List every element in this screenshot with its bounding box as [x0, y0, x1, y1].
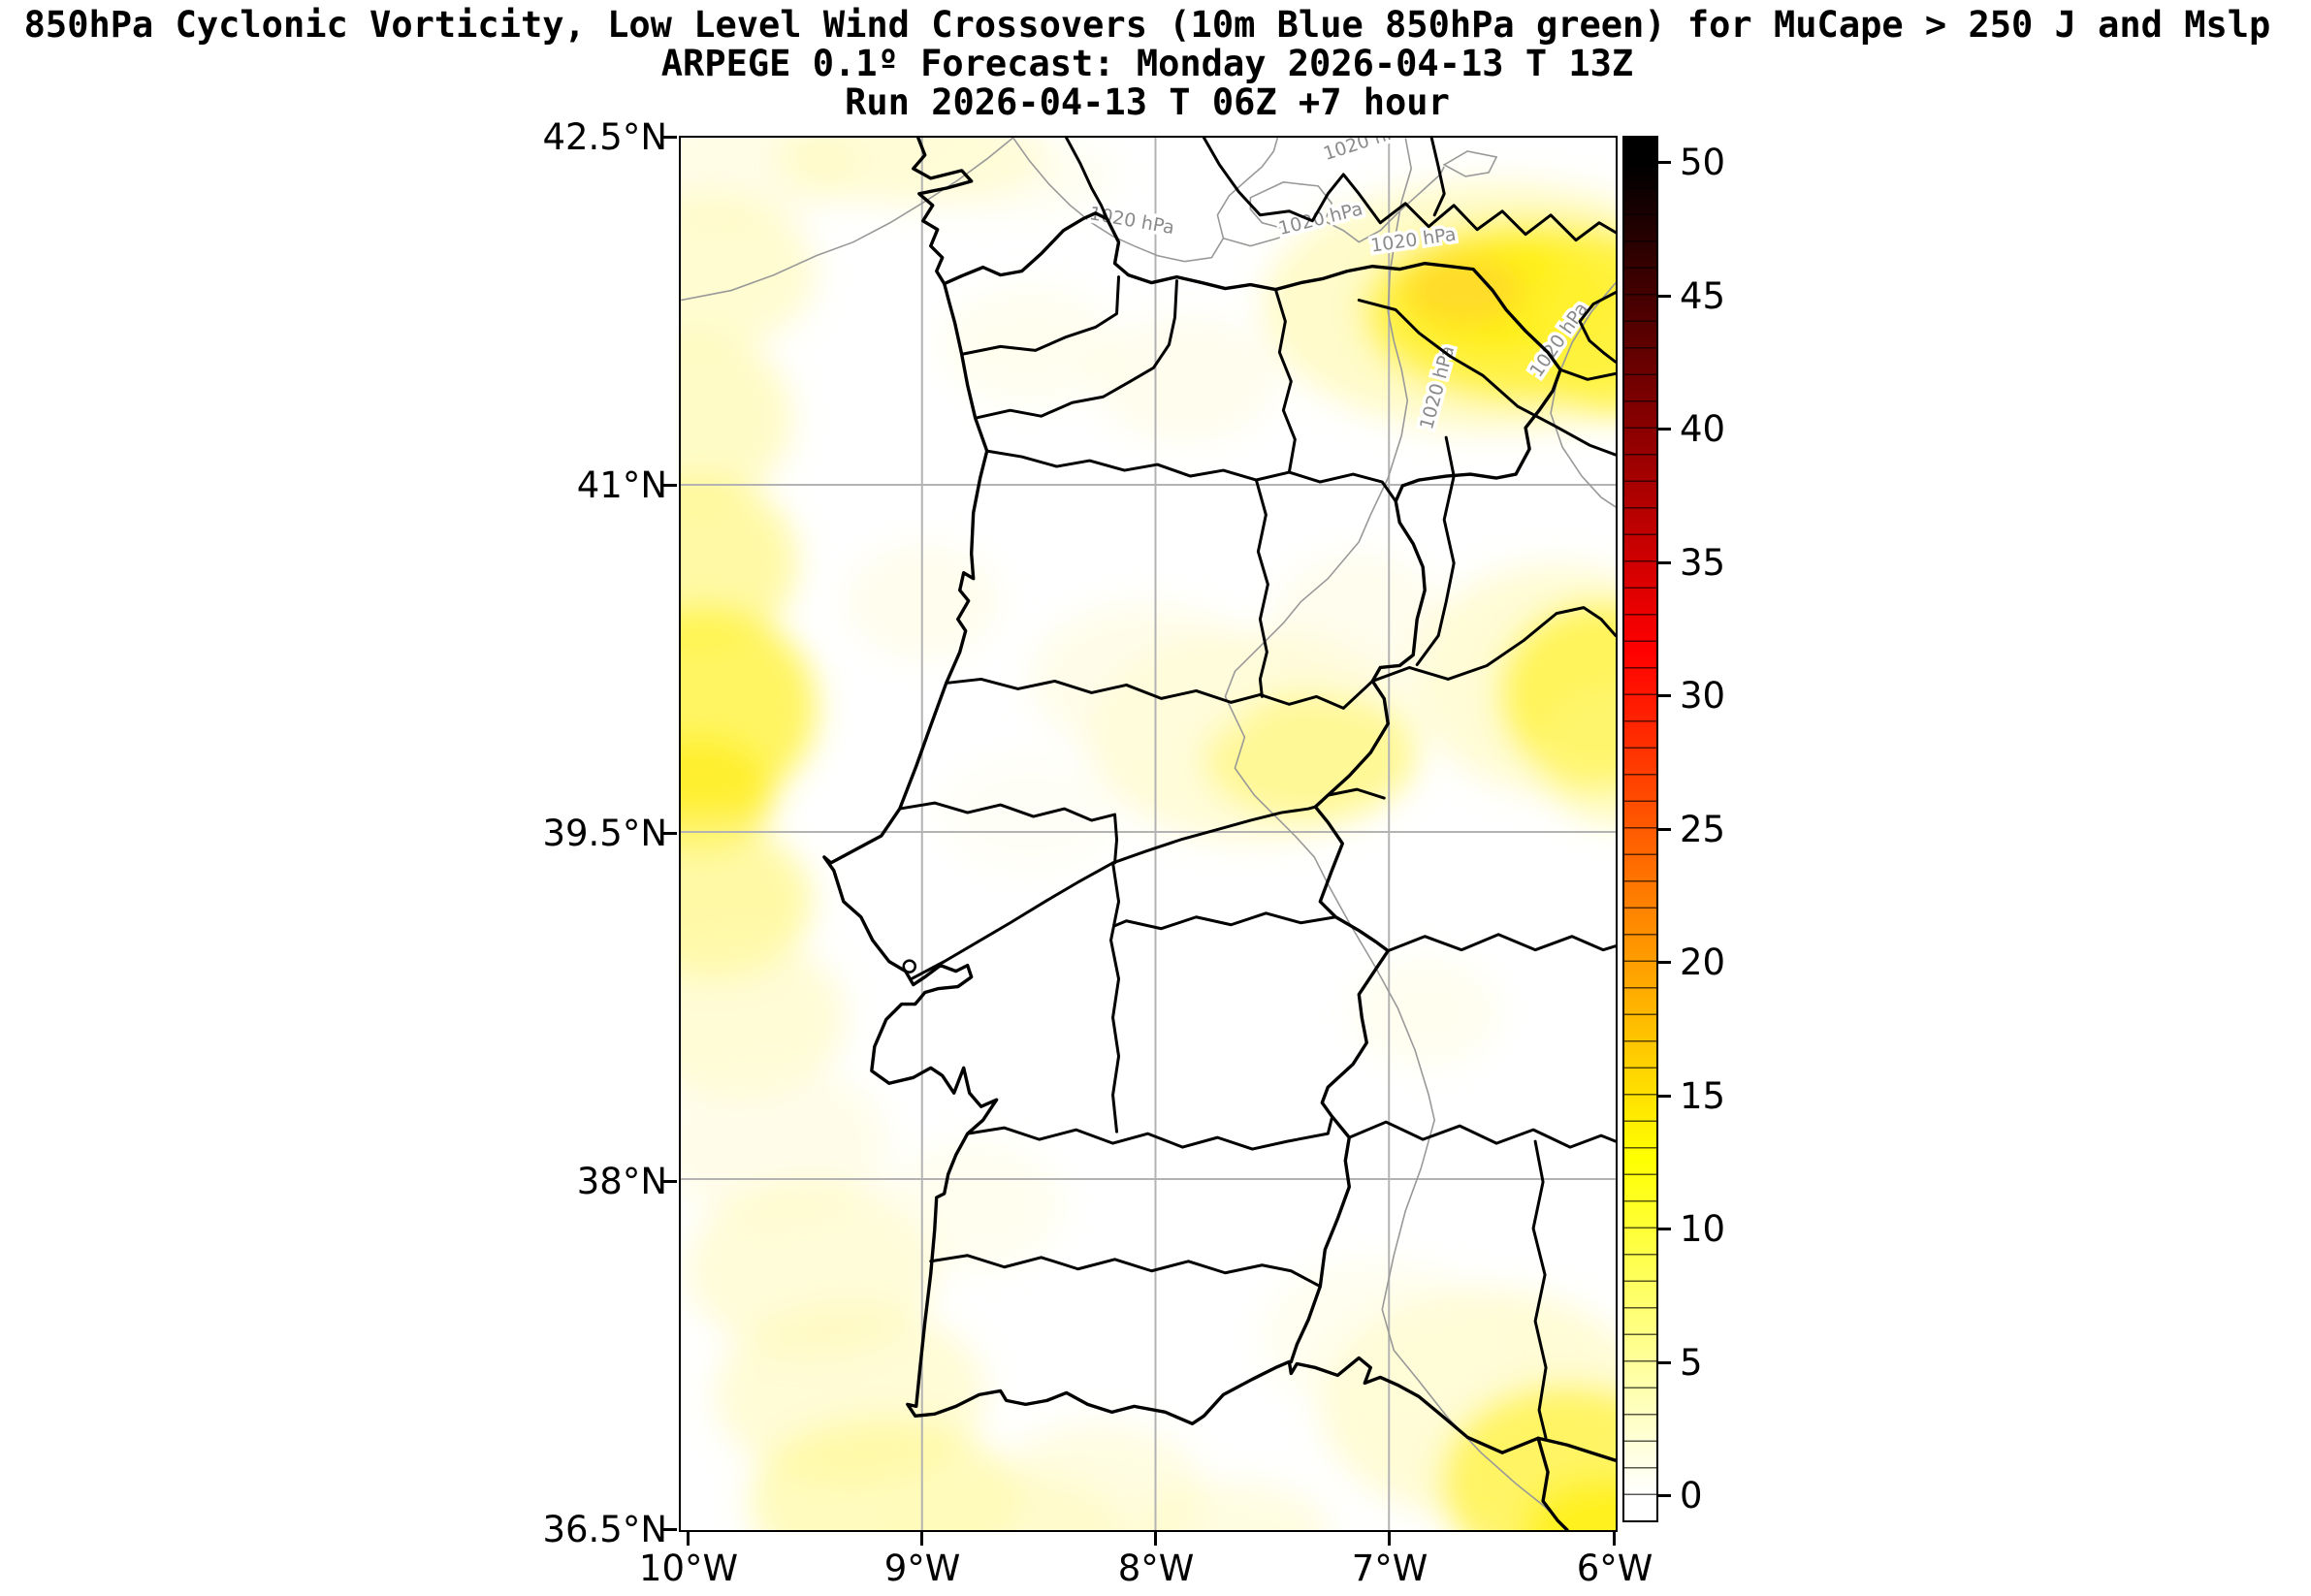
- y-tick-mark: [663, 136, 677, 139]
- colorbar-tick-mark: [1658, 1494, 1671, 1497]
- coastline-and-borders: [822, 138, 1616, 1530]
- x-tick-mark: [687, 1532, 690, 1546]
- y-tick-label-38N: 38°N: [576, 1161, 667, 1202]
- colorbar-label-20: 20: [1680, 942, 1726, 983]
- vorticity-shading-layer: [681, 138, 1616, 1530]
- district-boundaries: [898, 275, 1397, 1289]
- colorbar-label-25: 25: [1680, 809, 1726, 850]
- x-tick-label-6W: 6°W: [1576, 1548, 1653, 1589]
- y-tick-mark: [663, 832, 677, 835]
- colorbar-label-45: 45: [1680, 275, 1726, 317]
- x-tick-label-8W: 8°W: [1117, 1548, 1195, 1589]
- portugal-spain-border: [943, 211, 1562, 1364]
- y-tick-mark: [663, 1180, 677, 1183]
- colorbar-label-10: 10: [1680, 1208, 1726, 1250]
- colorbar-tick-mark: [1658, 161, 1671, 164]
- x-tick-label-10W: 10°W: [638, 1548, 739, 1589]
- colorbar-tick-mark: [1658, 694, 1671, 697]
- mslp-isobar-contours: [681, 138, 1616, 1530]
- lat-lon-gridlines: [681, 138, 1616, 1530]
- spain-province-boundaries: [1065, 138, 1616, 1440]
- colorbar-label-35: 35: [1680, 542, 1726, 584]
- colorbar-label-40: 40: [1680, 408, 1726, 450]
- colorbar-tick-mark: [1658, 1095, 1671, 1098]
- colorbar-tick-mark: [1658, 961, 1671, 964]
- colorbar-label-50: 50: [1680, 142, 1726, 183]
- map-canvas: 1020 hPa 1020 hPa 1020 hPa 1020 hPa 1020…: [681, 138, 1616, 1530]
- x-tick-label-9W: 9°W: [883, 1548, 961, 1589]
- colorbar-tick-mark: [1658, 1361, 1671, 1364]
- colorbar-tick-mark: [1658, 295, 1671, 298]
- vorticity-colorbar: [1622, 136, 1658, 1522]
- colorbar-label-30: 30: [1680, 675, 1726, 717]
- colorbar-label-5: 5: [1680, 1342, 1703, 1384]
- figure-title: 850hPa Cyclonic Vorticity, Low Level Win…: [0, 6, 2295, 122]
- colorbar-label-15: 15: [1680, 1075, 1726, 1117]
- title-line-3: Run 2026-04-13 T 06Z +7 hour: [845, 81, 1450, 123]
- x-tick-mark: [1388, 1532, 1391, 1546]
- y-tick-label-39-5N: 39.5°N: [542, 813, 667, 854]
- x-tick-mark: [1154, 1532, 1157, 1546]
- isobar-label: 1020 hPa: [1321, 138, 1409, 165]
- colorbar-tick-mark: [1658, 1228, 1671, 1230]
- y-tick-label-42-5N: 42.5°N: [542, 116, 667, 158]
- colorbar-tick-mark: [1658, 561, 1671, 564]
- x-tick-mark: [1613, 1532, 1616, 1546]
- x-tick-label-7W: 7°W: [1351, 1548, 1428, 1589]
- y-tick-mark: [663, 1528, 677, 1531]
- map-plot-area: 1020 hPa 1020 hPa 1020 hPa 1020 hPa 1020…: [679, 136, 1618, 1532]
- colorbar-tick-mark: [1658, 828, 1671, 831]
- colorbar-tick-mark: [1658, 428, 1671, 431]
- y-tick-label-36-5N: 36.5°N: [542, 1509, 667, 1550]
- title-line-2: ARPEGE 0.1º Forecast: Monday 2026-04-13 …: [660, 43, 1634, 84]
- y-tick-mark: [663, 484, 677, 487]
- x-tick-mark: [920, 1532, 923, 1546]
- y-tick-label-41N: 41°N: [576, 464, 667, 506]
- title-line-1: 850hPa Cyclonic Vorticity, Low Level Win…: [23, 4, 2271, 46]
- colorbar-label-0: 0: [1680, 1475, 1703, 1516]
